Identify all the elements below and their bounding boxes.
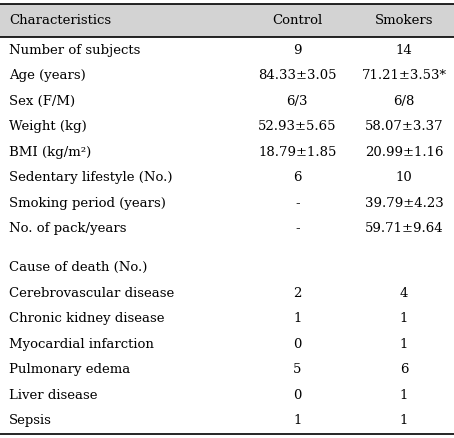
Text: Cause of death (No.): Cause of death (No.) [9,261,148,274]
Text: 58.07±3.37: 58.07±3.37 [365,120,444,133]
Text: -: - [295,223,300,235]
Text: 18.79±1.85: 18.79±1.85 [258,146,336,159]
Text: 59.71±9.64: 59.71±9.64 [365,223,444,235]
Text: 0: 0 [293,338,301,351]
Text: Sepsis: Sepsis [9,414,52,427]
Text: 10: 10 [396,171,412,184]
Text: 9: 9 [293,44,301,57]
Text: Characteristics: Characteristics [9,14,111,28]
Text: 2: 2 [293,287,301,300]
Text: Cerebrovascular disease: Cerebrovascular disease [9,287,174,300]
Text: 6/8: 6/8 [393,95,415,108]
Text: 14: 14 [396,44,412,57]
Text: 5: 5 [293,363,301,376]
Text: Smoking period (years): Smoking period (years) [9,197,166,210]
Text: 0: 0 [293,389,301,402]
Text: 6: 6 [400,363,408,376]
Text: 6: 6 [293,171,301,184]
Text: 1: 1 [400,312,408,325]
Text: Control: Control [272,14,322,28]
Text: 4: 4 [400,287,408,300]
Text: Chronic kidney disease: Chronic kidney disease [9,312,165,325]
Text: 52.93±5.65: 52.93±5.65 [258,120,336,133]
Text: 1: 1 [400,389,408,402]
Text: 6/3: 6/3 [286,95,308,108]
Text: BMI (kg/m²): BMI (kg/m²) [9,146,91,159]
Text: 84.33±3.05: 84.33±3.05 [258,69,336,82]
Text: 71.21±3.53*: 71.21±3.53* [361,69,447,82]
Text: 1: 1 [293,414,301,427]
Text: Pulmonary edema: Pulmonary edema [9,363,130,376]
Text: Number of subjects: Number of subjects [9,44,140,57]
Text: -: - [295,197,300,210]
Text: Sex (F/M): Sex (F/M) [9,95,75,108]
Text: 1: 1 [400,414,408,427]
Text: 20.99±1.16: 20.99±1.16 [365,146,443,159]
Text: Myocardial infarction: Myocardial infarction [9,338,154,351]
Text: 39.79±4.23: 39.79±4.23 [365,197,444,210]
Text: 1: 1 [293,312,301,325]
Text: 1: 1 [400,338,408,351]
FancyBboxPatch shape [0,4,454,37]
Text: No. of pack/years: No. of pack/years [9,223,127,235]
Text: Sedentary lifestyle (No.): Sedentary lifestyle (No.) [9,171,173,184]
Text: Age (years): Age (years) [9,69,86,82]
Text: Smokers: Smokers [375,14,433,28]
Text: Liver disease: Liver disease [9,389,98,402]
Text: Weight (kg): Weight (kg) [9,120,87,133]
